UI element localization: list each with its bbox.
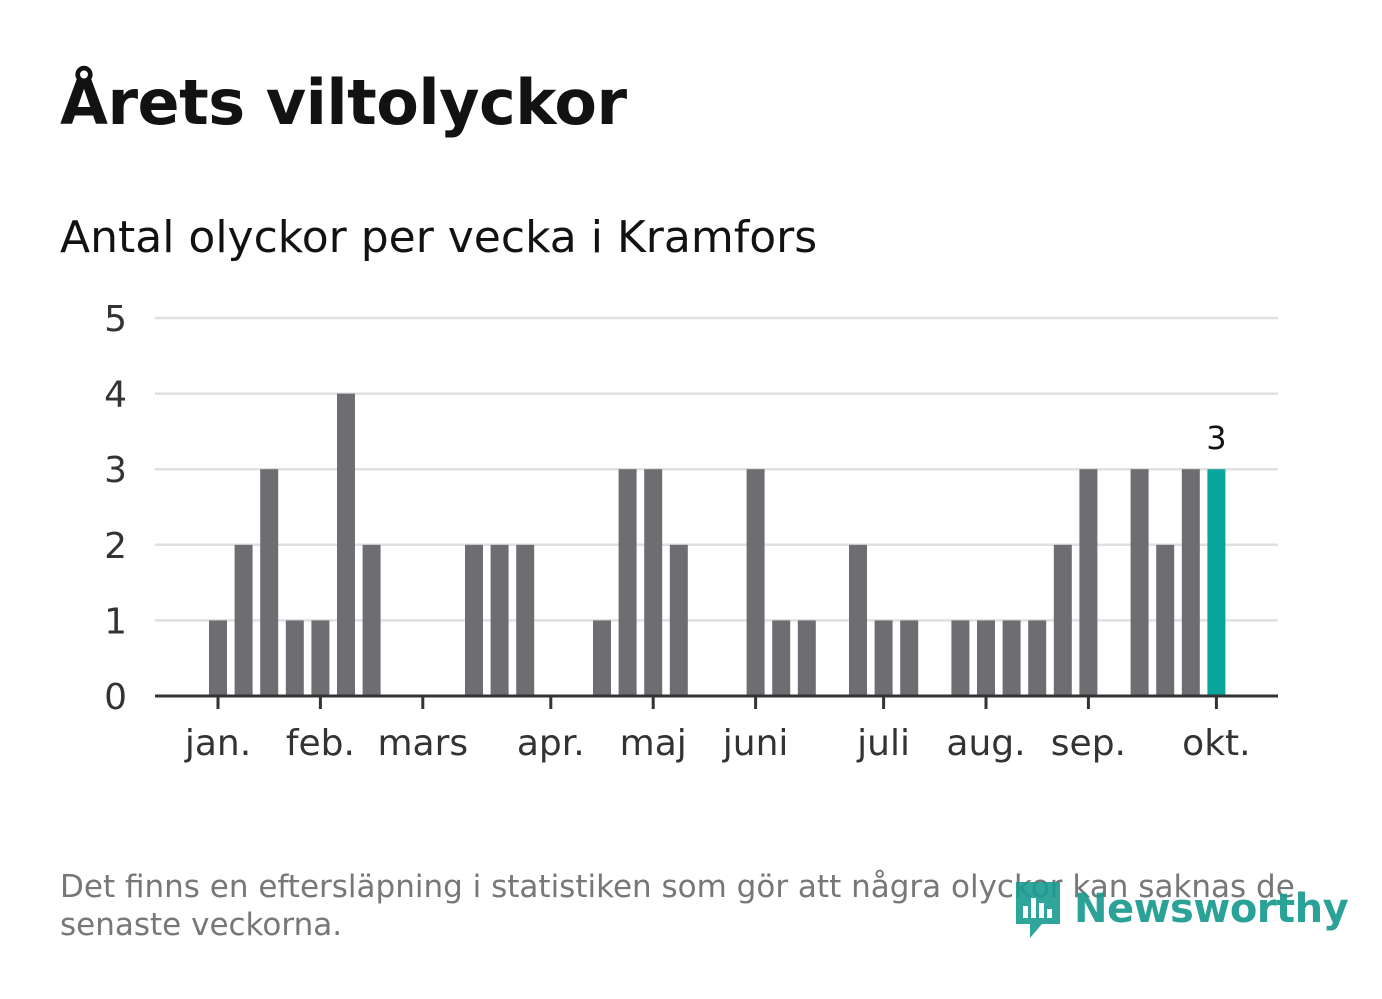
bar [285,620,304,696]
bar [797,620,816,696]
x-tick-label: feb. [286,723,355,764]
x-tick-label: mars [377,723,468,764]
bar-highlight [1207,469,1226,696]
bar [311,620,330,696]
x-tick-label: sep. [1051,723,1126,764]
x-tick-label: okt. [1182,723,1250,764]
bar [1156,544,1175,696]
bar [1053,544,1072,696]
x-tick-label: apr. [517,723,585,764]
bar [1079,469,1098,696]
bar [516,544,535,696]
bar [234,544,253,696]
footnote: Det finns en eftersläpning i statistiken… [60,869,1295,943]
bar [465,544,483,696]
bar [874,620,893,696]
chart-title: Årets viltolyckor [60,66,627,139]
x-tick-label: juni [722,723,789,764]
y-tick-label: 5 [104,299,127,340]
y-axis-ticks: 0 1 2 3 4 5 [104,299,127,718]
bar [977,620,995,696]
x-tick-label: juli [856,723,910,764]
bar [593,620,611,696]
bar [1028,620,1047,696]
bar [900,620,919,696]
brand-logo: Newsworthy [1012,876,1349,942]
brand-name: Newsworthy [1074,886,1349,932]
bar [772,620,791,696]
x-axis-ticks: jan. feb. mars apr. maj juni juli aug. sep. okt. [184,696,1251,764]
gridlines [155,316,1278,622]
newsworthy-logo-icon [1016,882,1060,938]
chart-subtitle: Antal olyckor per vecka i Kramfors [60,212,818,263]
bar [618,469,637,696]
x-tick-label: maj [620,723,687,764]
bar [644,469,663,696]
data-label: 3 [1206,419,1226,457]
y-tick-label: 2 [104,526,127,567]
bar-chart: 0 1 2 3 4 5 jan. feb. mars apr. maj juni juli aug. se… [104,299,1278,764]
bar [1002,620,1021,696]
y-tick-label: 4 [104,375,127,416]
x-tick-label: aug. [946,723,1025,764]
y-tick-label: 3 [104,450,127,491]
bar [746,469,765,696]
x-tick-label: jan. [184,723,251,764]
bar [1130,469,1149,696]
y-tick-label: 1 [104,601,127,642]
bar [209,620,227,696]
bar [669,544,688,696]
bar [1181,469,1200,696]
bar [849,544,867,696]
bar [362,544,381,696]
bar [260,469,279,696]
bar [337,393,355,696]
bar [951,620,970,696]
data-labels: 3 [1206,419,1226,457]
y-tick-label: 0 [104,677,127,718]
bars [209,393,1226,696]
bar [490,544,509,696]
